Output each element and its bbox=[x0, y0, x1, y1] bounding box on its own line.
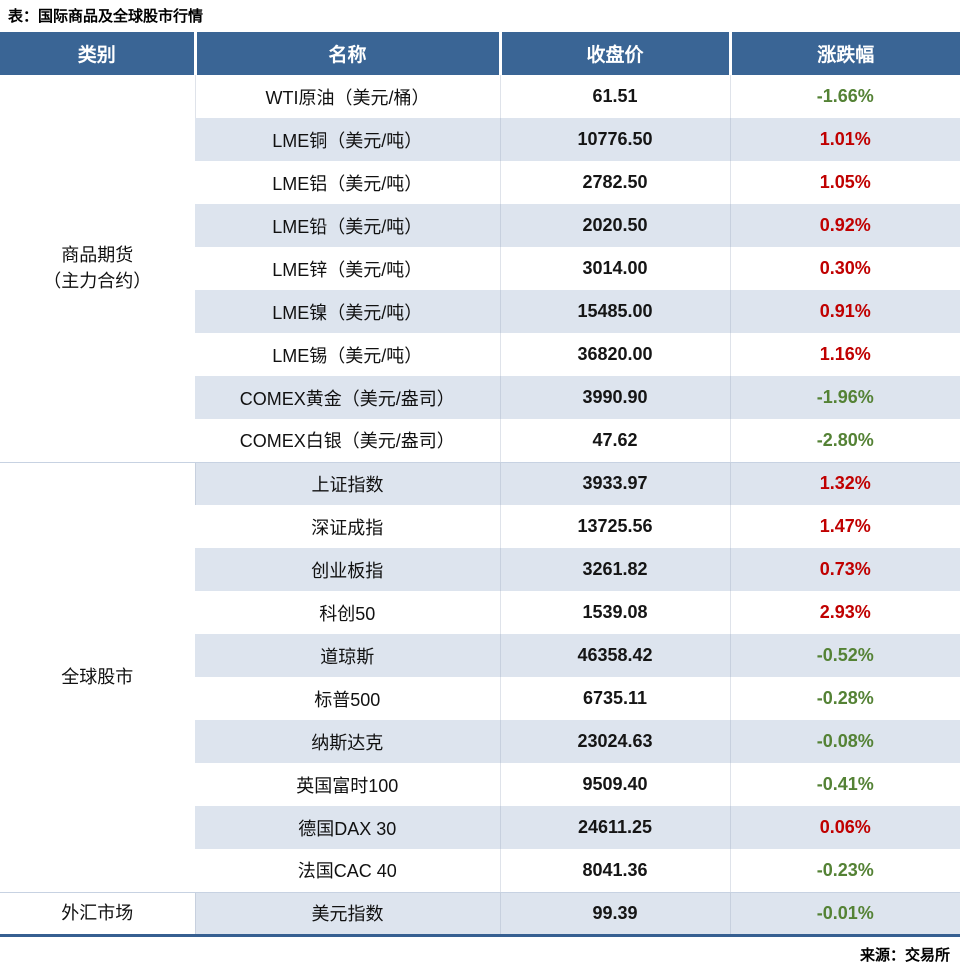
change-cell: 1.01% bbox=[729, 118, 960, 161]
close-cell: 3990.90 bbox=[499, 376, 730, 419]
close-cell: 46358.42 bbox=[499, 634, 730, 677]
name-cell: COMEX白银（美元/盎司） bbox=[195, 419, 500, 462]
table-row: 道琼斯 46358.42 -0.52% bbox=[0, 634, 960, 677]
close-cell: 47.62 bbox=[499, 419, 730, 462]
change-cell: -0.28% bbox=[729, 677, 960, 720]
change-cell: 1.16% bbox=[729, 333, 960, 376]
change-cell: -2.80% bbox=[729, 419, 960, 462]
table-row: LME镍（美元/吨） 15485.00 0.91% bbox=[0, 290, 960, 333]
table-row: COMEX黄金（美元/盎司） 3990.90 -1.96% bbox=[0, 376, 960, 419]
name-cell: 德国DAX 30 bbox=[195, 806, 500, 849]
name-cell: 上证指数 bbox=[194, 461, 500, 505]
change-cell: 1.32% bbox=[729, 461, 960, 505]
page-title: 表：国际商品及全球股市行情 bbox=[8, 8, 204, 25]
name-cell: 法国CAC 40 bbox=[195, 849, 500, 892]
change-cell: 0.73% bbox=[729, 548, 960, 591]
table-header: 类别 名称 收盘价 涨跌幅 bbox=[0, 32, 960, 75]
name-cell: COMEX黄金（美元/盎司） bbox=[195, 376, 500, 419]
change-cell: 0.92% bbox=[729, 204, 960, 247]
table-row: 法国CAC 40 8041.36 -0.23% bbox=[0, 849, 960, 892]
name-cell: 道琼斯 bbox=[195, 634, 500, 677]
table-row: LME锌（美元/吨） 3014.00 0.30% bbox=[0, 247, 960, 290]
close-cell: 3014.00 bbox=[499, 247, 730, 290]
table-row: COMEX白银（美元/盎司） 47.62 -2.80% bbox=[0, 419, 960, 462]
name-cell: 纳斯达克 bbox=[195, 720, 500, 763]
change-cell: -0.41% bbox=[729, 763, 960, 806]
table-row: LME铅（美元/吨） 2020.50 0.92% bbox=[0, 204, 960, 247]
table-row: 科创50 1539.08 2.93% bbox=[0, 591, 960, 634]
table-row: 深证成指 13725.56 1.47% bbox=[0, 505, 960, 548]
change-cell: 2.93% bbox=[729, 591, 960, 634]
name-cell: 创业板指 bbox=[195, 548, 500, 591]
name-cell: 科创50 bbox=[195, 591, 500, 634]
table-body: 商品期货 （主力合约） WTI原油（美元/桶） 61.51 -1.66% LME铜（美元/… bbox=[0, 75, 960, 935]
close-cell: 15485.00 bbox=[499, 290, 730, 333]
change-cell: -1.66% bbox=[729, 75, 960, 118]
change-cell: -1.96% bbox=[729, 376, 960, 419]
close-cell: 8041.36 bbox=[499, 849, 730, 892]
name-cell: LME镍（美元/吨） bbox=[195, 290, 500, 333]
category-cell: 外汇市场 bbox=[0, 891, 195, 935]
name-cell: 深证成指 bbox=[195, 505, 500, 548]
table-row: 德国DAX 30 24611.25 0.06% bbox=[0, 806, 960, 849]
close-cell: 36820.00 bbox=[499, 333, 730, 376]
name-cell: LME铜（美元/吨） bbox=[195, 118, 500, 161]
close-cell: 24611.25 bbox=[499, 806, 730, 849]
close-cell: 13725.56 bbox=[499, 505, 730, 548]
change-cell: 1.47% bbox=[729, 505, 960, 548]
table-row: 商品期货 （主力合约） WTI原油（美元/桶） 61.51 -1.66% bbox=[0, 75, 960, 462]
close-cell: 3261.82 bbox=[499, 548, 730, 591]
change-cell: 1.05% bbox=[729, 161, 960, 204]
table-row: 英国富时100 9509.40 -0.41% bbox=[0, 763, 960, 806]
change-cell: -0.23% bbox=[729, 849, 960, 892]
name-cell: WTI原油（美元/桶） bbox=[194, 75, 500, 118]
close-cell: 1539.08 bbox=[499, 591, 730, 634]
category-cell: 全球股市 bbox=[0, 461, 195, 892]
col-header-category: 类别 bbox=[0, 32, 195, 75]
name-cell: 标普500 bbox=[195, 677, 500, 720]
table-row: 外汇市场 美元指数 99.39 -0.01% bbox=[0, 891, 960, 935]
col-header-name: 名称 bbox=[193, 32, 500, 75]
change-cell: -0.08% bbox=[729, 720, 960, 763]
col-header-close: 收盘价 bbox=[498, 32, 730, 75]
close-cell: 10776.50 bbox=[499, 118, 730, 161]
close-cell: 3933.97 bbox=[499, 461, 730, 505]
col-header-change: 涨跌幅 bbox=[728, 32, 960, 75]
close-cell: 2782.50 bbox=[499, 161, 730, 204]
table-row: 全球股市 上证指数 3933.97 1.32% bbox=[0, 461, 960, 892]
table-row: 标普500 6735.11 -0.28% bbox=[0, 677, 960, 720]
name-cell: 美元指数 bbox=[194, 891, 500, 935]
close-cell: 9509.40 bbox=[499, 763, 730, 806]
close-cell: 23024.63 bbox=[499, 720, 730, 763]
close-cell: 2020.50 bbox=[499, 204, 730, 247]
table-row: 纳斯达克 23024.63 -0.08% bbox=[0, 720, 960, 763]
table-row: 创业板指 3261.82 0.73% bbox=[0, 548, 960, 591]
market-table: 类别 名称 收盘价 涨跌幅 商品期货 （主力合约） WTI原油（美元/桶） 61.51… bbox=[0, 32, 960, 937]
category-cell: 商品期货 （主力合约） bbox=[0, 75, 195, 462]
source-note: 来源：交易所 bbox=[859, 946, 950, 964]
name-cell: LME铅（美元/吨） bbox=[195, 204, 500, 247]
change-cell: -0.52% bbox=[729, 634, 960, 677]
close-cell: 61.51 bbox=[499, 75, 730, 118]
change-cell: 0.06% bbox=[729, 806, 960, 849]
name-cell: 英国富时100 bbox=[195, 763, 500, 806]
close-cell: 99.39 bbox=[499, 891, 730, 935]
table-row: LME铜（美元/吨） 10776.50 1.01% bbox=[0, 118, 960, 161]
change-cell: 0.30% bbox=[729, 247, 960, 290]
change-cell: 0.91% bbox=[729, 290, 960, 333]
name-cell: LME锡（美元/吨） bbox=[195, 333, 500, 376]
close-cell: 6735.11 bbox=[499, 677, 730, 720]
name-cell: LME锌（美元/吨） bbox=[195, 247, 500, 290]
table-row: LME锡（美元/吨） 36820.00 1.16% bbox=[0, 333, 960, 376]
name-cell: LME铝（美元/吨） bbox=[195, 161, 500, 204]
change-cell: -0.01% bbox=[729, 891, 960, 935]
table-row: LME铝（美元/吨） 2782.50 1.05% bbox=[0, 161, 960, 204]
